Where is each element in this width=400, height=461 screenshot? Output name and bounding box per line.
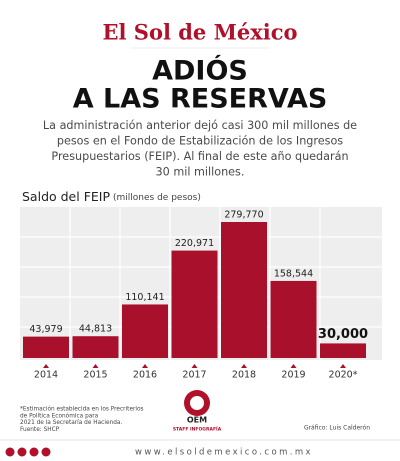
bar [23, 336, 69, 358]
footnote-line: Fuente: SHCP [20, 427, 60, 433]
value-label: 158,544 [274, 268, 313, 279]
x-tick-label: 2017 [182, 370, 206, 381]
tick-marker [92, 364, 99, 368]
footnote-line: 2021 de la Secretaría de Hacienda. [20, 419, 122, 426]
intro-line: Presupuestarios (FEIP). Al final de este… [51, 150, 348, 163]
value-label: 279,770 [224, 210, 263, 221]
bars: 43,979 2014 44,813 2015 110,141 2016 220,971 20… [23, 210, 368, 381]
footnote-line: *Estimación establecida en los Precriter… [20, 406, 144, 413]
logo-badge-inner [190, 396, 204, 410]
tick-marker [290, 364, 297, 368]
intro-line: pesos en el Fondo de Estabilización de l… [57, 135, 343, 148]
value-label: 110,141 [125, 292, 164, 303]
bar [122, 304, 168, 358]
credit: Gráfico: Luis Calderón [304, 425, 370, 432]
x-tick-label: 2016 [133, 370, 157, 381]
tick-marker [142, 364, 148, 368]
bar [221, 222, 267, 358]
social-icon[interactable] [29, 447, 39, 457]
bar [320, 343, 366, 358]
footnote: *Estimación establecida en los Precriter… [20, 406, 144, 433]
chart-title-group: Saldo del FEIP (millones de pesos) [22, 189, 201, 204]
social-icons [5, 447, 51, 457]
value-label: 43,979 [29, 324, 62, 335]
footer-url[interactable]: www.elsoldemexico.com.mx [135, 448, 313, 458]
social-icon[interactable] [41, 447, 51, 457]
value-label: 44,813 [79, 324, 112, 335]
logo: El Sol de México [102, 20, 297, 45]
staff-logo-name: OEM [187, 416, 207, 425]
intro-line: 30 mil millones. [156, 166, 245, 179]
x-tick-label: 2014 [34, 370, 58, 381]
tick-marker [241, 364, 247, 368]
social-icon[interactable] [5, 447, 15, 457]
intro-line: La administración anterior dejó casi 300… [43, 119, 357, 132]
tick-marker [340, 364, 346, 368]
x-tick-label: 2020* [329, 370, 358, 381]
staff-logo: OEM STAFF INFOGRAFÍA [173, 390, 222, 433]
headline: A LAS RESERVAS [73, 84, 328, 115]
chart-subtitle: (millones de pesos) [113, 193, 201, 203]
intro: La administración anterior dejó casi 300… [43, 119, 357, 179]
tick-marker [43, 364, 49, 368]
bar [171, 250, 218, 358]
x-tick-label: 2019 [281, 370, 305, 381]
x-tick-label: 2018 [232, 370, 256, 381]
headline: ADIÓS [152, 55, 248, 87]
bar [270, 280, 317, 358]
bar [72, 336, 119, 358]
social-icon[interactable] [17, 447, 27, 457]
footnote-line: de Política Económica para [20, 412, 99, 419]
tick-marker [191, 364, 198, 368]
value-label: 30,000 [318, 327, 368, 342]
chart-title: Saldo del FEIP [22, 189, 110, 204]
value-label: 220,971 [175, 238, 214, 249]
staff-logo-label: STAFF INFOGRAFÍA [173, 425, 222, 433]
x-tick-label: 2015 [83, 370, 107, 381]
